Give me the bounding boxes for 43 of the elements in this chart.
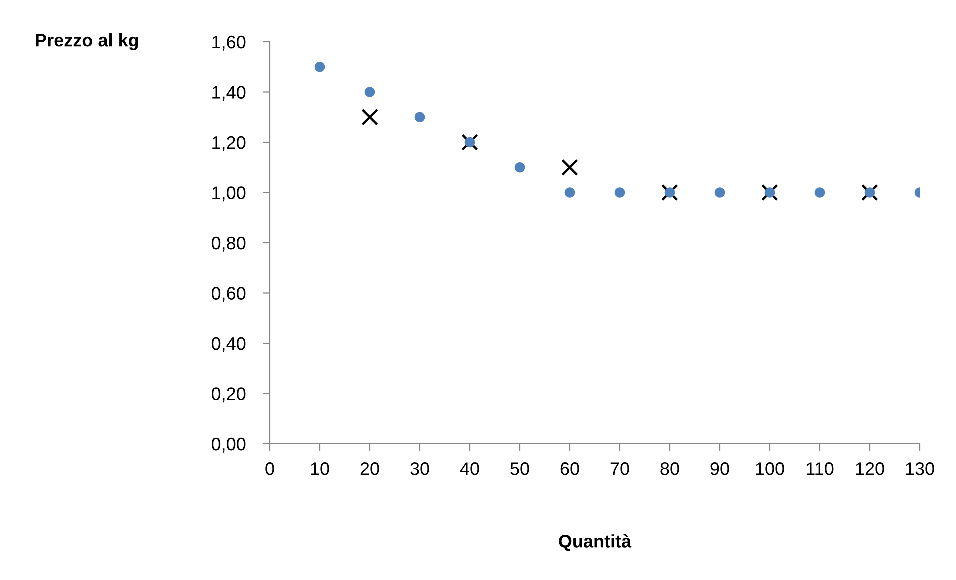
x-tick-label: 50: [510, 462, 530, 476]
x-tick-label: 110: [806, 462, 834, 476]
x-tick-label: 80: [660, 462, 680, 476]
x-tick-label: 70: [610, 462, 630, 476]
y-tick-label: 1,20: [212, 136, 246, 152]
y-tick-label: 0,80: [212, 236, 246, 252]
y-tick-label: 0,60: [212, 287, 246, 302]
y-tick-label: 1,60: [212, 36, 246, 51]
point: [562, 159, 578, 176]
point: [414, 112, 426, 123]
point: [814, 188, 826, 198]
y-axis-title: Prezzo al kg: [36, 34, 138, 50]
x-tick-label: 30: [410, 462, 430, 476]
point: [514, 162, 526, 173]
point: [862, 184, 878, 202]
x-tick-label: 100: [756, 462, 784, 476]
point: [464, 137, 476, 148]
x-tick-label: 120: [856, 462, 884, 476]
y-tick-label: 1,40: [212, 86, 246, 102]
x-axis-title: Quantità: [559, 534, 632, 552]
y-tick-label: 0,00: [212, 438, 246, 453]
x-tick-label: 60: [560, 462, 580, 476]
point: [864, 188, 876, 198]
point: [564, 188, 576, 198]
point: [762, 184, 778, 202]
point: [764, 188, 776, 198]
point: [314, 62, 326, 72]
point: [362, 108, 378, 126]
point: [614, 188, 626, 198]
x-tick-label: 20: [360, 462, 380, 476]
x-tick-label: 40: [460, 462, 480, 476]
x-tick-label: 90: [710, 462, 730, 476]
point: [662, 184, 678, 202]
point: [462, 134, 478, 151]
point: [664, 188, 676, 198]
x-tick-label: 0: [266, 462, 274, 476]
y-tick-label: 0,20: [212, 388, 246, 403]
x-tick-label: 130: [906, 462, 934, 476]
y-tick-label: 1,00: [212, 186, 246, 202]
x-tick-label: 10: [311, 462, 330, 476]
y-tick-label: 0,40: [212, 337, 246, 352]
point: [714, 188, 726, 198]
point: [364, 87, 376, 98]
